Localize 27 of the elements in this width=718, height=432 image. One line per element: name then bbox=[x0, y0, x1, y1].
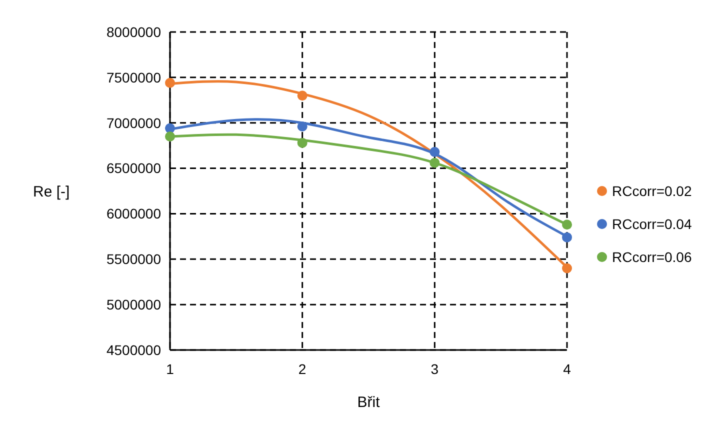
point bbox=[430, 146, 440, 157]
y-tick-label: 5000000 bbox=[106, 296, 162, 312]
x-tick-label: 4 bbox=[563, 361, 572, 377]
y-tick-label: 7000000 bbox=[106, 114, 162, 131]
x-tick-label: 2 bbox=[298, 361, 306, 377]
x-axis-title: Břit bbox=[357, 394, 381, 411]
y-tick-label: 4500000 bbox=[106, 342, 162, 358]
y-tick-label: 7500000 bbox=[106, 69, 162, 86]
x-tick-label: 1 bbox=[166, 361, 174, 377]
legend-label: RCcorr=0.06 bbox=[612, 248, 692, 265]
point bbox=[297, 138, 308, 148]
legend-label: RCcorr=0.04 bbox=[612, 216, 692, 232]
point bbox=[297, 121, 308, 132]
point bbox=[297, 90, 308, 101]
y-tick-label: 6500000 bbox=[106, 160, 162, 176]
point bbox=[562, 263, 572, 274]
y-tick-label: 6000000 bbox=[106, 206, 162, 222]
y-axis-title: Re [-] bbox=[33, 183, 70, 200]
y-tick-label: 8000000 bbox=[106, 24, 162, 40]
point bbox=[562, 232, 572, 242]
point bbox=[165, 131, 175, 142]
y-tick-label: 5500000 bbox=[106, 251, 162, 268]
point bbox=[165, 78, 175, 88]
x-tick-label: 3 bbox=[430, 361, 439, 377]
point bbox=[430, 158, 440, 168]
point bbox=[562, 220, 572, 230]
legend-label: RCcorr=0.02 bbox=[612, 182, 692, 199]
